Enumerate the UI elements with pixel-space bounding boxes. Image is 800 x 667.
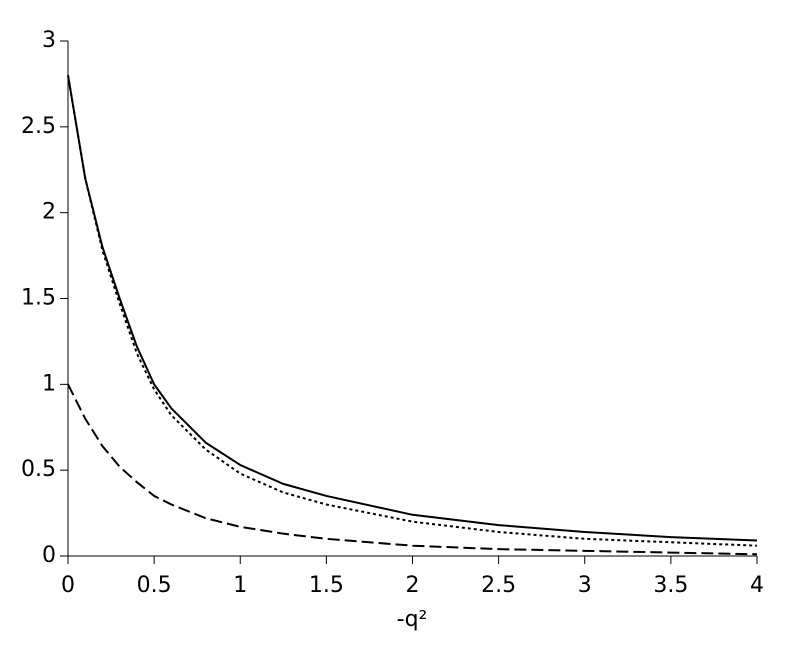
x-tick-label: 1.5 (309, 573, 344, 598)
line-series (67, 75, 758, 542)
y-tick-label: 0.5 (21, 457, 56, 482)
y-tick-label: 2 (42, 200, 56, 225)
x-tick-label: 1 (233, 573, 247, 598)
x-tick-label: 3.5 (653, 573, 688, 598)
x-tick-label: 2.5 (481, 573, 516, 598)
y-tick-label: 1.5 (21, 286, 56, 311)
x-axis-label: -q² (397, 607, 428, 632)
line-series (67, 75, 758, 547)
y-tick-label: 0 (42, 543, 56, 568)
y-tick-label: 2.5 (21, 114, 56, 139)
x-tick-label: 3 (578, 573, 592, 598)
y-tick-label: 1 (42, 371, 56, 396)
x-tick-label: 4 (750, 573, 764, 598)
x-tick-label: 0 (61, 573, 75, 598)
line-series (67, 383, 758, 556)
y-tick-label: 3 (42, 28, 56, 53)
x-tick-label: 2 (406, 573, 420, 598)
x-tick-label: 0.5 (137, 573, 172, 598)
